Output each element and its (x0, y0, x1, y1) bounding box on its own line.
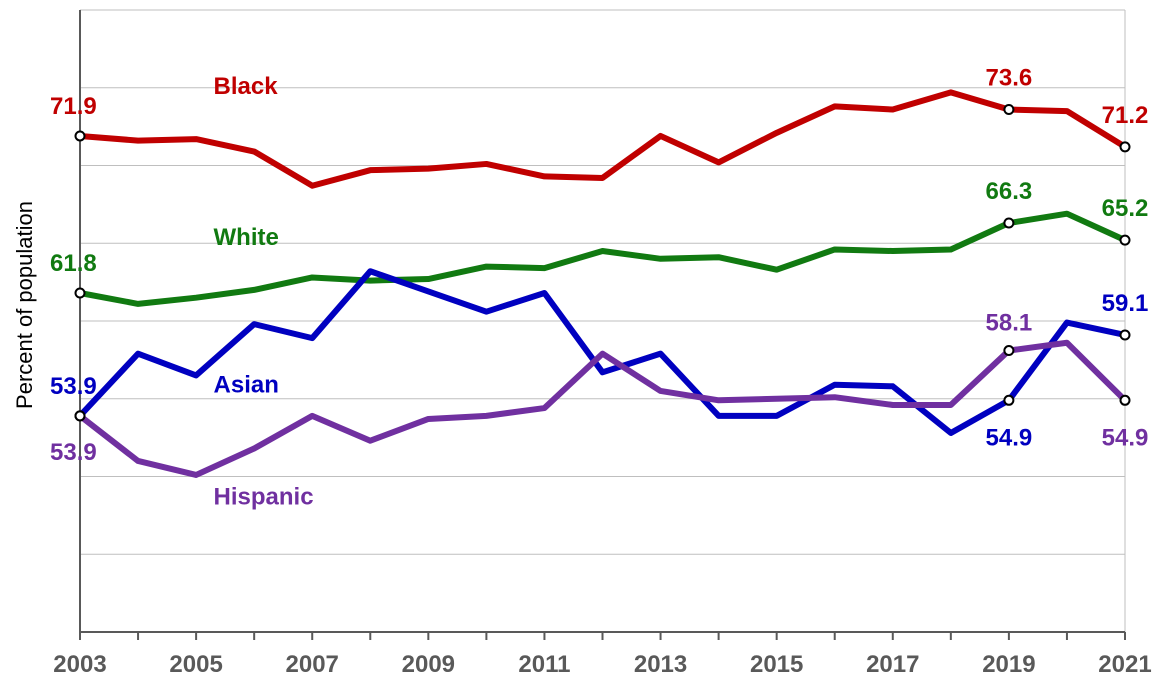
y-axis-label: Percent of population (12, 201, 37, 409)
data-label: 61.8 (50, 250, 97, 277)
x-tick-labels: 2003 2005 2007 2009 2011 2013 2015 2017 2019 2021 (53, 651, 1151, 676)
x-tick-label: 2013 (634, 651, 687, 676)
x-tick-label: 2009 (402, 651, 455, 676)
data-label: 71.2 (1102, 102, 1149, 129)
data-label: 58.1 (986, 310, 1033, 337)
data-marker (1003, 217, 1015, 229)
data-marker (1119, 234, 1131, 246)
x-tick-label: 2011 (518, 651, 570, 676)
series-names: Black White Asian Hispanic (214, 73, 314, 511)
x-tick-label: 2003 (53, 651, 106, 676)
data-marker (74, 410, 86, 422)
data-label: 71.9 (50, 93, 97, 120)
data-marker (1119, 141, 1131, 153)
series-line-white (79, 210, 1127, 307)
data-marker (1003, 345, 1015, 357)
data-label: 66.3 (986, 178, 1033, 205)
data-marker (1119, 394, 1131, 406)
series-label-asian: Asian (214, 372, 279, 399)
data-marker (74, 287, 86, 299)
x-tick-label: 2019 (982, 651, 1035, 676)
gridlines (80, 9, 1126, 632)
series-line-hispanic (78, 339, 1128, 478)
x-tick-label: 2015 (750, 651, 803, 676)
data-label: 54.9 (1102, 424, 1149, 451)
series-label-white: White (214, 224, 279, 251)
x-tick-label: 2007 (286, 651, 339, 676)
x-tick-label: 2005 (169, 651, 222, 676)
data-label: 54.9 (986, 424, 1033, 451)
data-label: 59.1 (1102, 290, 1149, 317)
data-marker (74, 130, 86, 142)
series-label-black: Black (214, 73, 279, 100)
axes (79, 10, 1126, 640)
x-tick-label: 2017 (866, 651, 919, 676)
series-line-black (79, 89, 1127, 189)
data-marker (1003, 394, 1015, 406)
data-label: 65.2 (1102, 195, 1149, 222)
series-label-hispanic: Hispanic (214, 483, 314, 510)
data-markers (74, 104, 1131, 422)
data-marker (1003, 104, 1015, 116)
data-label: 53.9 (50, 439, 97, 466)
series-line-asian (77, 268, 1126, 436)
data-labels: 71.9 73.6 71.2 61.8 66.3 65.2 53.9 54.9 59.1 53.9… (50, 65, 1148, 466)
x-tick-label: 2021 (1098, 651, 1151, 676)
data-label: 53.9 (50, 373, 97, 400)
data-label: 73.6 (986, 65, 1033, 92)
data-marker (1119, 329, 1131, 341)
series-lines (77, 89, 1128, 478)
